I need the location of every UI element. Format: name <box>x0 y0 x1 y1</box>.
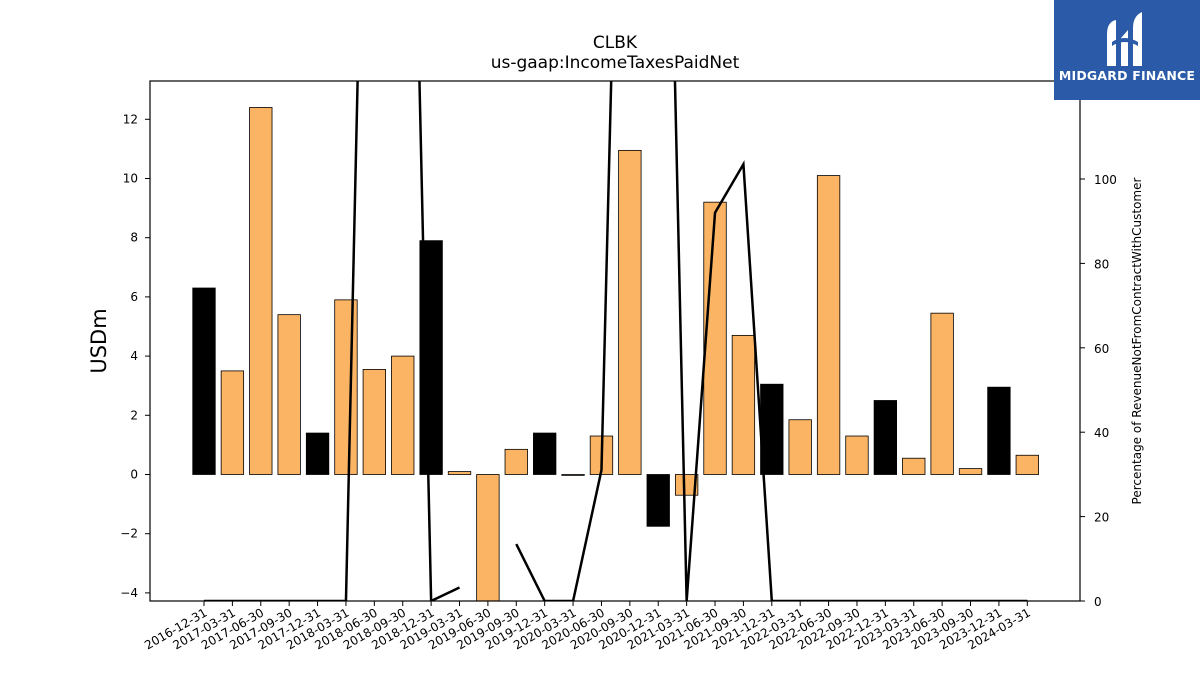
x-axis: 2016-12-312017-03-312017-06-302017-09-30… <box>142 601 1033 652</box>
line-series <box>204 81 1028 601</box>
bar-2021-09-30 <box>731 334 756 475</box>
y2-tick-label: 40 <box>1094 426 1109 440</box>
bar-2017-03-31 <box>220 370 245 475</box>
bar-2017-09-30 <box>277 314 301 475</box>
y-tick-label: 6 <box>130 290 138 304</box>
y-tick-label: 4 <box>130 349 138 363</box>
bar-2022-09-30 <box>845 435 869 475</box>
bar-2024-03-31 <box>1015 454 1039 475</box>
chart-title: CLBK <box>593 33 638 53</box>
bars <box>192 107 1039 601</box>
chart-subtitle: us-gaap:IncomeTaxesPaidNet <box>491 53 740 73</box>
bar-2019-12-31 <box>533 432 557 475</box>
bar-2023-06-30 <box>930 312 954 475</box>
bar-2023-03-31 <box>902 457 926 475</box>
logo-text: MIDGARD FINANCE <box>1058 68 1196 83</box>
y-tick-label: 10 <box>123 172 138 186</box>
bar-2020-03-31 <box>561 474 585 476</box>
bar-2016-12-31 <box>192 287 216 475</box>
y-tick-label: −2 <box>120 527 138 541</box>
y-axis: −4 −2 0 2 4 6 8 10 12 <box>120 112 150 600</box>
line-segment <box>515 81 1028 601</box>
brand-logo: MIDGARD FINANCE <box>1054 0 1200 100</box>
bar-2019-06-30 <box>476 474 500 601</box>
bar-2018-03-31 <box>334 299 358 475</box>
y2-tick-label: 20 <box>1094 511 1109 525</box>
bar-2019-09-30 <box>504 448 528 475</box>
logo-mark-icon <box>1107 12 1142 66</box>
y-tick-label: 0 <box>130 468 138 482</box>
y2-tick-label: 100 <box>1094 173 1117 187</box>
bar-2021-03-31 <box>674 474 699 496</box>
y-axis-label: USDm <box>87 308 111 373</box>
bar-2017-06-30 <box>249 107 273 475</box>
bar-2023-12-31 <box>987 386 1011 475</box>
bar-2022-03-31 <box>788 419 812 475</box>
bar-2017-12-31 <box>305 432 330 475</box>
bar-2020-09-30 <box>618 149 642 475</box>
y-tick-label: 8 <box>130 231 138 245</box>
y2-axis-label: Percentage of RevenueNotFromContractWith… <box>1130 178 1144 505</box>
y-tick-label: 12 <box>123 112 138 126</box>
bar-2021-06-30 <box>703 201 727 475</box>
bar-2020-12-31 <box>646 474 670 527</box>
y2-tick-label: 80 <box>1094 257 1109 271</box>
y2-axis: 0 20 40 60 80 100 <box>1080 173 1117 609</box>
bar-2018-06-30 <box>362 369 386 475</box>
y-tick-label: 2 <box>130 408 138 422</box>
bar-2022-06-30 <box>816 175 841 475</box>
y2-tick-label: 60 <box>1094 342 1109 356</box>
y2-tick-label: 0 <box>1094 595 1102 609</box>
y-tick-label: −4 <box>120 586 138 600</box>
bar-2022-12-31 <box>873 400 898 475</box>
bar-2019-03-31 <box>447 471 472 475</box>
bar-2018-09-30 <box>391 355 415 475</box>
plot-frame <box>149 80 1081 602</box>
bar-2023-09-30 <box>958 468 983 475</box>
